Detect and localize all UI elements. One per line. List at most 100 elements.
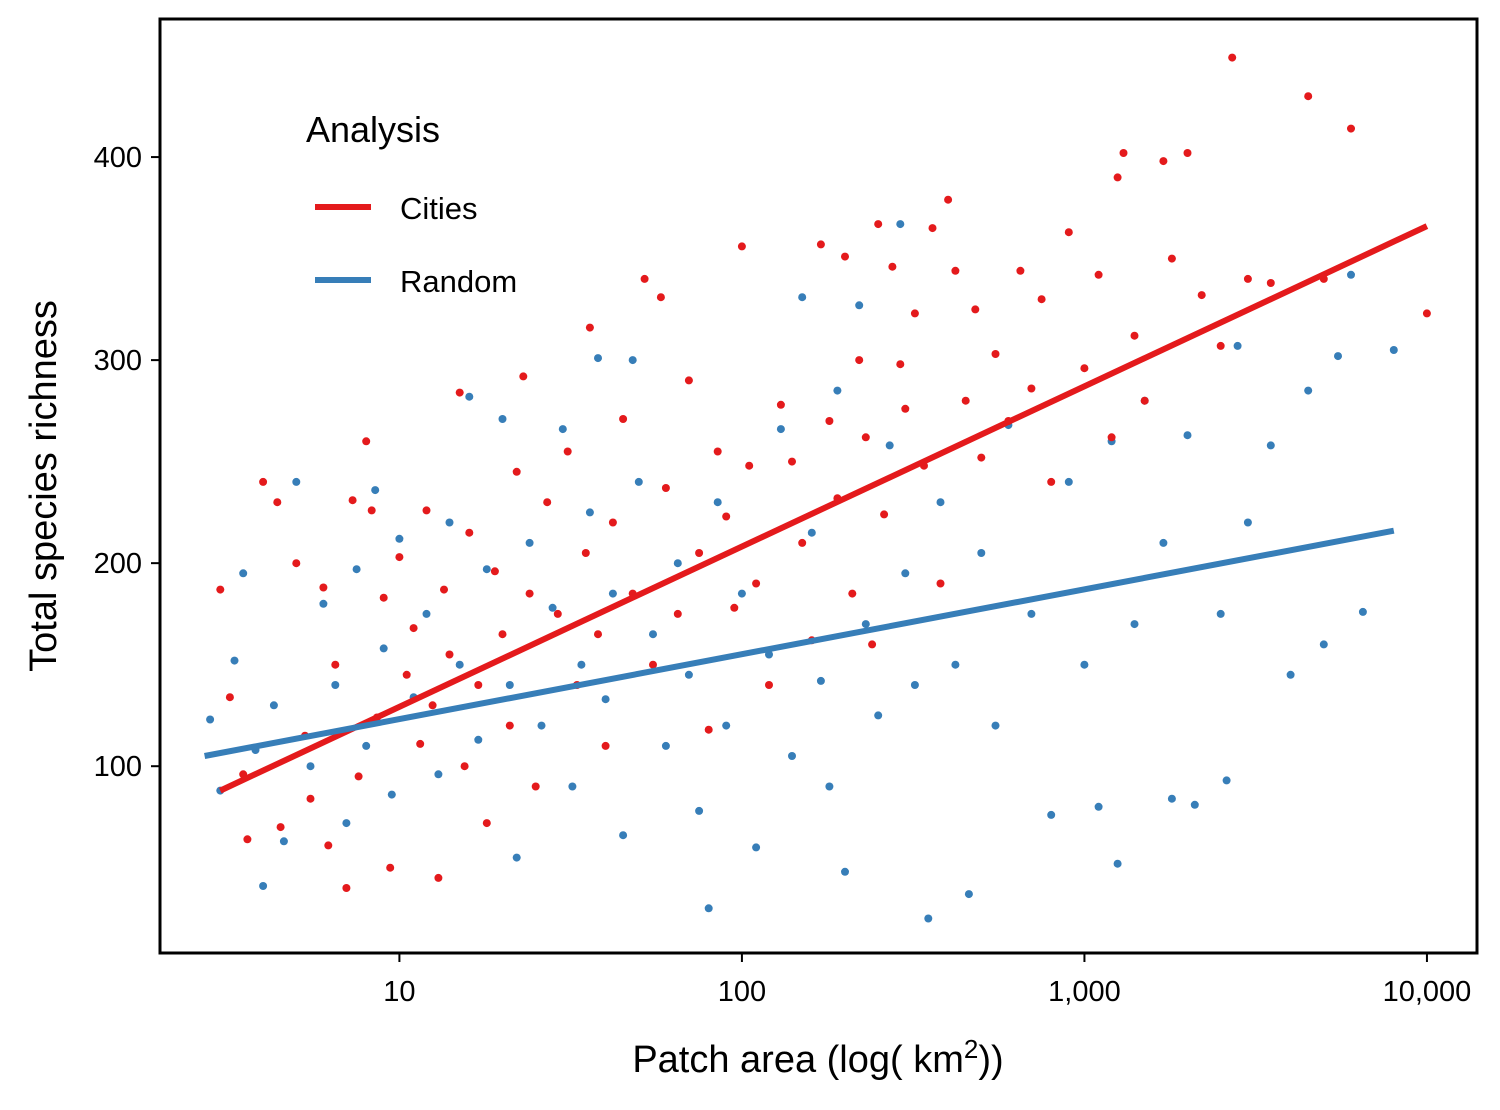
random-point-58 (816, 676, 825, 685)
random-point-14 (362, 741, 371, 750)
cities-point-1 (225, 693, 234, 702)
cities-point-50 (608, 518, 617, 527)
random-point-65 (885, 441, 894, 450)
cities-point-10 (319, 583, 328, 592)
random-point-55 (788, 752, 796, 760)
cities-point-73 (825, 417, 834, 425)
random-point-26 (482, 565, 491, 574)
random-point-51 (737, 589, 746, 598)
cities-point-119 (1422, 309, 1431, 318)
cities-point-90 (951, 266, 960, 275)
x-axis-title: Patch area (log( km2)) (632, 1034, 1003, 1081)
random-point-23 (455, 660, 464, 669)
random-point-3 (239, 569, 248, 578)
cities-point-65 (745, 461, 754, 470)
y-axis-title: Total species richness (23, 300, 65, 672)
y-tick-label-2: 300 (94, 345, 142, 377)
cities-point-110 (1183, 149, 1192, 157)
random-point-41 (628, 356, 637, 365)
random-point-62 (855, 301, 864, 310)
cities-point-96 (1016, 266, 1025, 275)
random-point-49 (713, 498, 722, 507)
random-point-56 (798, 293, 807, 302)
random-point-95 (1304, 386, 1313, 395)
random-point-86 (1167, 794, 1176, 803)
cities-point-59 (695, 549, 704, 557)
cities-point-37 (505, 721, 514, 730)
random-point-0 (206, 715, 215, 724)
random-point-22 (445, 518, 454, 527)
random-point-87 (1183, 431, 1192, 440)
random-point-74 (991, 721, 1000, 730)
cities-point-36 (498, 630, 507, 639)
x-axis-title-superscript: 2 (964, 1034, 978, 1064)
cities-point-99 (1047, 477, 1056, 486)
y-tick-label-1: 200 (94, 548, 142, 580)
cities-point-7 (292, 559, 301, 568)
cities-point-14 (348, 496, 357, 505)
random-point-96 (1319, 640, 1328, 649)
cities-point-60 (704, 725, 713, 734)
cities-point-9 (306, 794, 315, 803)
plot-panel-border (158, 17, 1479, 955)
random-point-15 (371, 486, 380, 495)
cities-point-81 (880, 510, 889, 519)
random-point-64 (874, 711, 883, 720)
random-point-30 (525, 538, 534, 547)
random-point-69 (924, 914, 933, 923)
y-axis: 100 200 300 400 (94, 142, 160, 783)
cities-point-48 (594, 630, 602, 639)
random-point-11 (331, 681, 340, 689)
cities-point-24 (416, 739, 425, 748)
cities-fit-line (219, 223, 1429, 794)
cities-point-93 (977, 453, 986, 462)
random-point-37 (594, 354, 602, 363)
cities-point-26 (428, 701, 437, 710)
cities-point-78 (861, 433, 870, 442)
cities-point-112 (1216, 341, 1225, 350)
random-point-35 (577, 660, 586, 669)
random-point-88 (1190, 800, 1199, 809)
cities-point-23 (409, 624, 418, 633)
random-point-78 (1064, 477, 1073, 486)
random-point-99 (1358, 607, 1367, 616)
random-point-2 (230, 656, 239, 665)
cities-point-11 (324, 841, 333, 850)
cities-point-80 (874, 220, 883, 229)
cities-point-111 (1197, 291, 1206, 300)
random-point-77 (1047, 810, 1056, 819)
random-point-42 (634, 477, 643, 486)
random-point-20 (422, 609, 431, 618)
legend-label-random: Random (400, 264, 517, 299)
random-point-90 (1222, 776, 1231, 785)
cities-point-69 (788, 457, 796, 466)
random-point-38 (601, 695, 610, 704)
random-point-66 (896, 220, 905, 229)
random-point-85 (1159, 538, 1168, 547)
cities-point-100 (1064, 228, 1073, 237)
cities-point-32 (465, 528, 474, 537)
cities-point-62 (722, 512, 731, 521)
random-point-83 (1130, 620, 1139, 629)
random-point-17 (387, 790, 396, 799)
cities-point-98 (1037, 295, 1046, 304)
cities-point-103 (1107, 433, 1116, 442)
random-point-40 (619, 831, 628, 840)
legend: Analysis Cities Random (306, 109, 517, 299)
cities-point-28 (440, 585, 448, 594)
cities-point-25 (422, 506, 431, 515)
cities-point-44 (563, 447, 572, 456)
cities-point-116 (1304, 92, 1313, 101)
cities-point-42 (543, 498, 552, 507)
random-point-70 (936, 498, 945, 507)
random-point-48 (704, 904, 713, 913)
cities-point-79 (868, 640, 877, 649)
cities-point-6 (276, 823, 285, 832)
cities-point-56 (661, 484, 670, 492)
cities-point-83 (896, 360, 905, 369)
cities-point-29 (445, 650, 454, 659)
random-point-52 (752, 843, 761, 852)
random-point-33 (558, 425, 567, 434)
cities-point-97 (1027, 384, 1036, 393)
cities-point-118 (1347, 124, 1355, 133)
